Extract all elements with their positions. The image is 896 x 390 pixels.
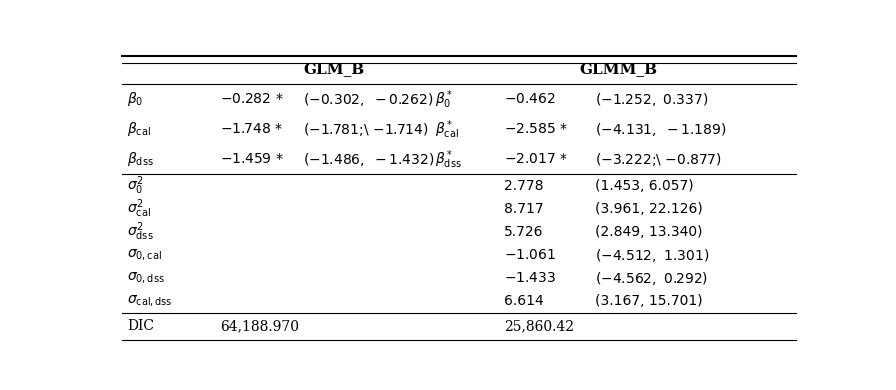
Text: 64,188.970: 64,188.970 [220, 319, 298, 333]
Text: $-1.433$: $-1.433$ [504, 271, 556, 285]
Text: $\sigma_{0,\mathrm{dss}}$: $\sigma_{0,\mathrm{dss}}$ [127, 271, 165, 285]
Text: 8.717: 8.717 [504, 202, 544, 216]
Text: ($-3.222$;\ $-0.877$): ($-3.222$;\ $-0.877$) [595, 151, 721, 168]
Text: ($-4.131,\ -1.189$): ($-4.131,\ -1.189$) [595, 121, 726, 138]
Text: GLM_B: GLM_B [304, 62, 365, 76]
Text: $-2.585$ *: $-2.585$ * [504, 122, 569, 136]
Text: ($-1.486,\ -1.432$): ($-1.486,\ -1.432$) [303, 151, 435, 168]
Text: $\beta_0$: $\beta_0$ [127, 90, 143, 108]
Text: DIC: DIC [127, 319, 154, 333]
Text: ($-4.562,\ 0.292$): ($-4.562,\ 0.292$) [595, 269, 708, 287]
Text: $\beta_{\mathrm{dss}}^*$: $\beta_{\mathrm{dss}}^*$ [435, 148, 461, 171]
Text: $\beta_{\mathrm{cal}}$: $\beta_{\mathrm{cal}}$ [127, 121, 151, 138]
Text: (3.961, 22.126): (3.961, 22.126) [595, 202, 702, 216]
Text: $\sigma_{0,\mathrm{cal}}$: $\sigma_{0,\mathrm{cal}}$ [127, 248, 162, 262]
Text: $-2.017$ *: $-2.017$ * [504, 152, 569, 167]
Text: $\sigma_{\mathrm{cal,dss}}$: $\sigma_{\mathrm{cal,dss}}$ [127, 294, 173, 308]
Text: $\beta_0^*$: $\beta_0^*$ [435, 88, 453, 111]
Text: $\beta_{\mathrm{dss}}$: $\beta_{\mathrm{dss}}$ [127, 151, 154, 168]
Text: 25,860.42: 25,860.42 [504, 319, 574, 333]
Text: GLMM_B: GLMM_B [580, 62, 658, 76]
Text: $\beta_{\mathrm{cal}}^*$: $\beta_{\mathrm{cal}}^*$ [435, 118, 459, 141]
Text: $\sigma_{\mathrm{dss}}^2$: $\sigma_{\mathrm{dss}}^2$ [127, 221, 154, 243]
Text: ($-0.302,\ -0.262$): ($-0.302,\ -0.262$) [303, 91, 434, 108]
Text: 5.726: 5.726 [504, 225, 544, 239]
Text: (2.849, 13.340): (2.849, 13.340) [595, 225, 702, 239]
Text: 6.614: 6.614 [504, 294, 544, 308]
Text: 2.778: 2.778 [504, 179, 544, 193]
Text: ($-1.252,\ 0.337$): ($-1.252,\ 0.337$) [595, 91, 708, 108]
Text: $-0.462$: $-0.462$ [504, 92, 556, 106]
Text: $\sigma_0^2$: $\sigma_0^2$ [127, 175, 144, 197]
Text: (1.453, 6.057): (1.453, 6.057) [595, 179, 694, 193]
Text: $-1.061$: $-1.061$ [504, 248, 556, 262]
Text: ($-4.512,\ 1.301$): ($-4.512,\ 1.301$) [595, 246, 709, 264]
Text: (3.167, 15.701): (3.167, 15.701) [595, 294, 702, 308]
Text: $\sigma_{\mathrm{cal}}^2$: $\sigma_{\mathrm{cal}}^2$ [127, 198, 151, 220]
Text: $-1.459$ *: $-1.459$ * [220, 152, 283, 167]
Text: $-0.282$ *: $-0.282$ * [220, 92, 283, 106]
Text: $-1.748$ *: $-1.748$ * [220, 122, 283, 136]
Text: ($-1.781$;\ $-1.714$): ($-1.781$;\ $-1.714$) [303, 121, 429, 138]
